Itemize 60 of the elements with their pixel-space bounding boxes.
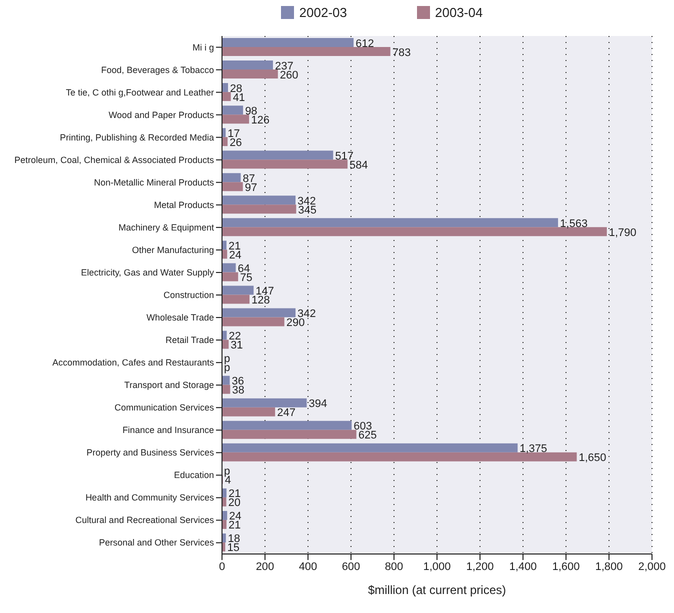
y-tick-label: Finance and Insurance	[122, 425, 214, 436]
data-label: 1,650	[578, 452, 606, 464]
y-tick-label: Property and Business Services	[86, 448, 214, 458]
x-tick-label: 800	[384, 560, 404, 573]
data-label: 783	[392, 46, 411, 59]
y-tick-label: Non-Metallic Mineral Products	[94, 177, 214, 188]
y-tick-label: Retail Trade	[165, 335, 214, 346]
y-tick-label: Cultural and Recreational Services	[75, 515, 214, 526]
data-label: 1,563	[560, 218, 588, 230]
data-label: 31	[230, 340, 243, 352]
x-tick-label: 2,000	[638, 560, 666, 573]
data-label: 1,375	[520, 443, 548, 456]
x-tick-label: 1,400	[509, 560, 537, 573]
x-tick-label: 200	[256, 560, 274, 573]
y-tick-label: Te tie, C othi g,Footwear and Leather	[66, 87, 214, 98]
x-tick-label: 1,200	[466, 560, 494, 573]
data-label: 38	[232, 384, 244, 397]
data-label: 247	[277, 407, 296, 420]
data-label: 15	[227, 542, 240, 554]
y-tick-label: Petroleum, Coal, Chemical & Associated Products	[14, 154, 214, 165]
data-label: 290	[286, 317, 305, 330]
data-label: 612	[356, 38, 374, 50]
data-label: 128	[252, 294, 270, 306]
data-label: 394	[308, 398, 328, 410]
y-tick-label: Transport and Storage	[124, 380, 214, 390]
y-tick-label: Printing, Publishing & Recorded Media	[60, 132, 214, 142]
data-label: 1,790	[608, 226, 636, 239]
y-tick-label: Mi i g	[192, 42, 214, 52]
data-label: 20	[228, 497, 241, 510]
legend-label: 2002-03	[299, 4, 347, 20]
data-label: 126	[251, 114, 270, 126]
x-tick-label: 1,600	[552, 560, 580, 573]
data-label: 97	[244, 182, 258, 194]
x-tick-label: 400	[298, 560, 318, 573]
y-tick-label: Communication Services	[114, 402, 214, 413]
y-tick-label: Food, Beverages & Tobacco	[101, 64, 214, 75]
x-tick-label: 0	[218, 560, 226, 573]
x-axis-title: $million (at current prices)	[368, 583, 506, 597]
y-tick-label: Construction	[163, 290, 214, 300]
y-tick-label: Education	[174, 470, 214, 480]
y-tick-label: Wood and Paper Products	[108, 110, 214, 120]
y-tick-label: Machinery & Equipment	[118, 222, 214, 232]
data-label: 625	[358, 430, 377, 442]
data-label: 41	[232, 92, 246, 104]
data-label: 584	[350, 159, 368, 172]
data-label: 21	[228, 520, 241, 532]
y-tick-label: Personal and Other Services	[98, 538, 214, 548]
x-tick-label: 600	[342, 560, 360, 573]
y-tick-label: Health and Community Services	[85, 492, 214, 503]
data-label: 345	[298, 204, 317, 216]
y-tick-label: Metal Products	[154, 200, 214, 210]
y-tick-label: Wholesale Trade	[146, 312, 214, 323]
y-tick-label: Other Manufacturing	[132, 244, 214, 255]
x-tick-label: 1,800	[595, 560, 623, 573]
y-tick-label: Electricity, Gas and Water Supply	[80, 267, 214, 278]
data-label: 26	[230, 136, 242, 149]
data-label: 24	[229, 249, 242, 262]
x-tick-label: 1,000	[423, 560, 451, 573]
legend-label: 2003-04	[435, 4, 483, 20]
y-tick-label: Accommodation, Cafes and Restaurants	[52, 358, 214, 368]
